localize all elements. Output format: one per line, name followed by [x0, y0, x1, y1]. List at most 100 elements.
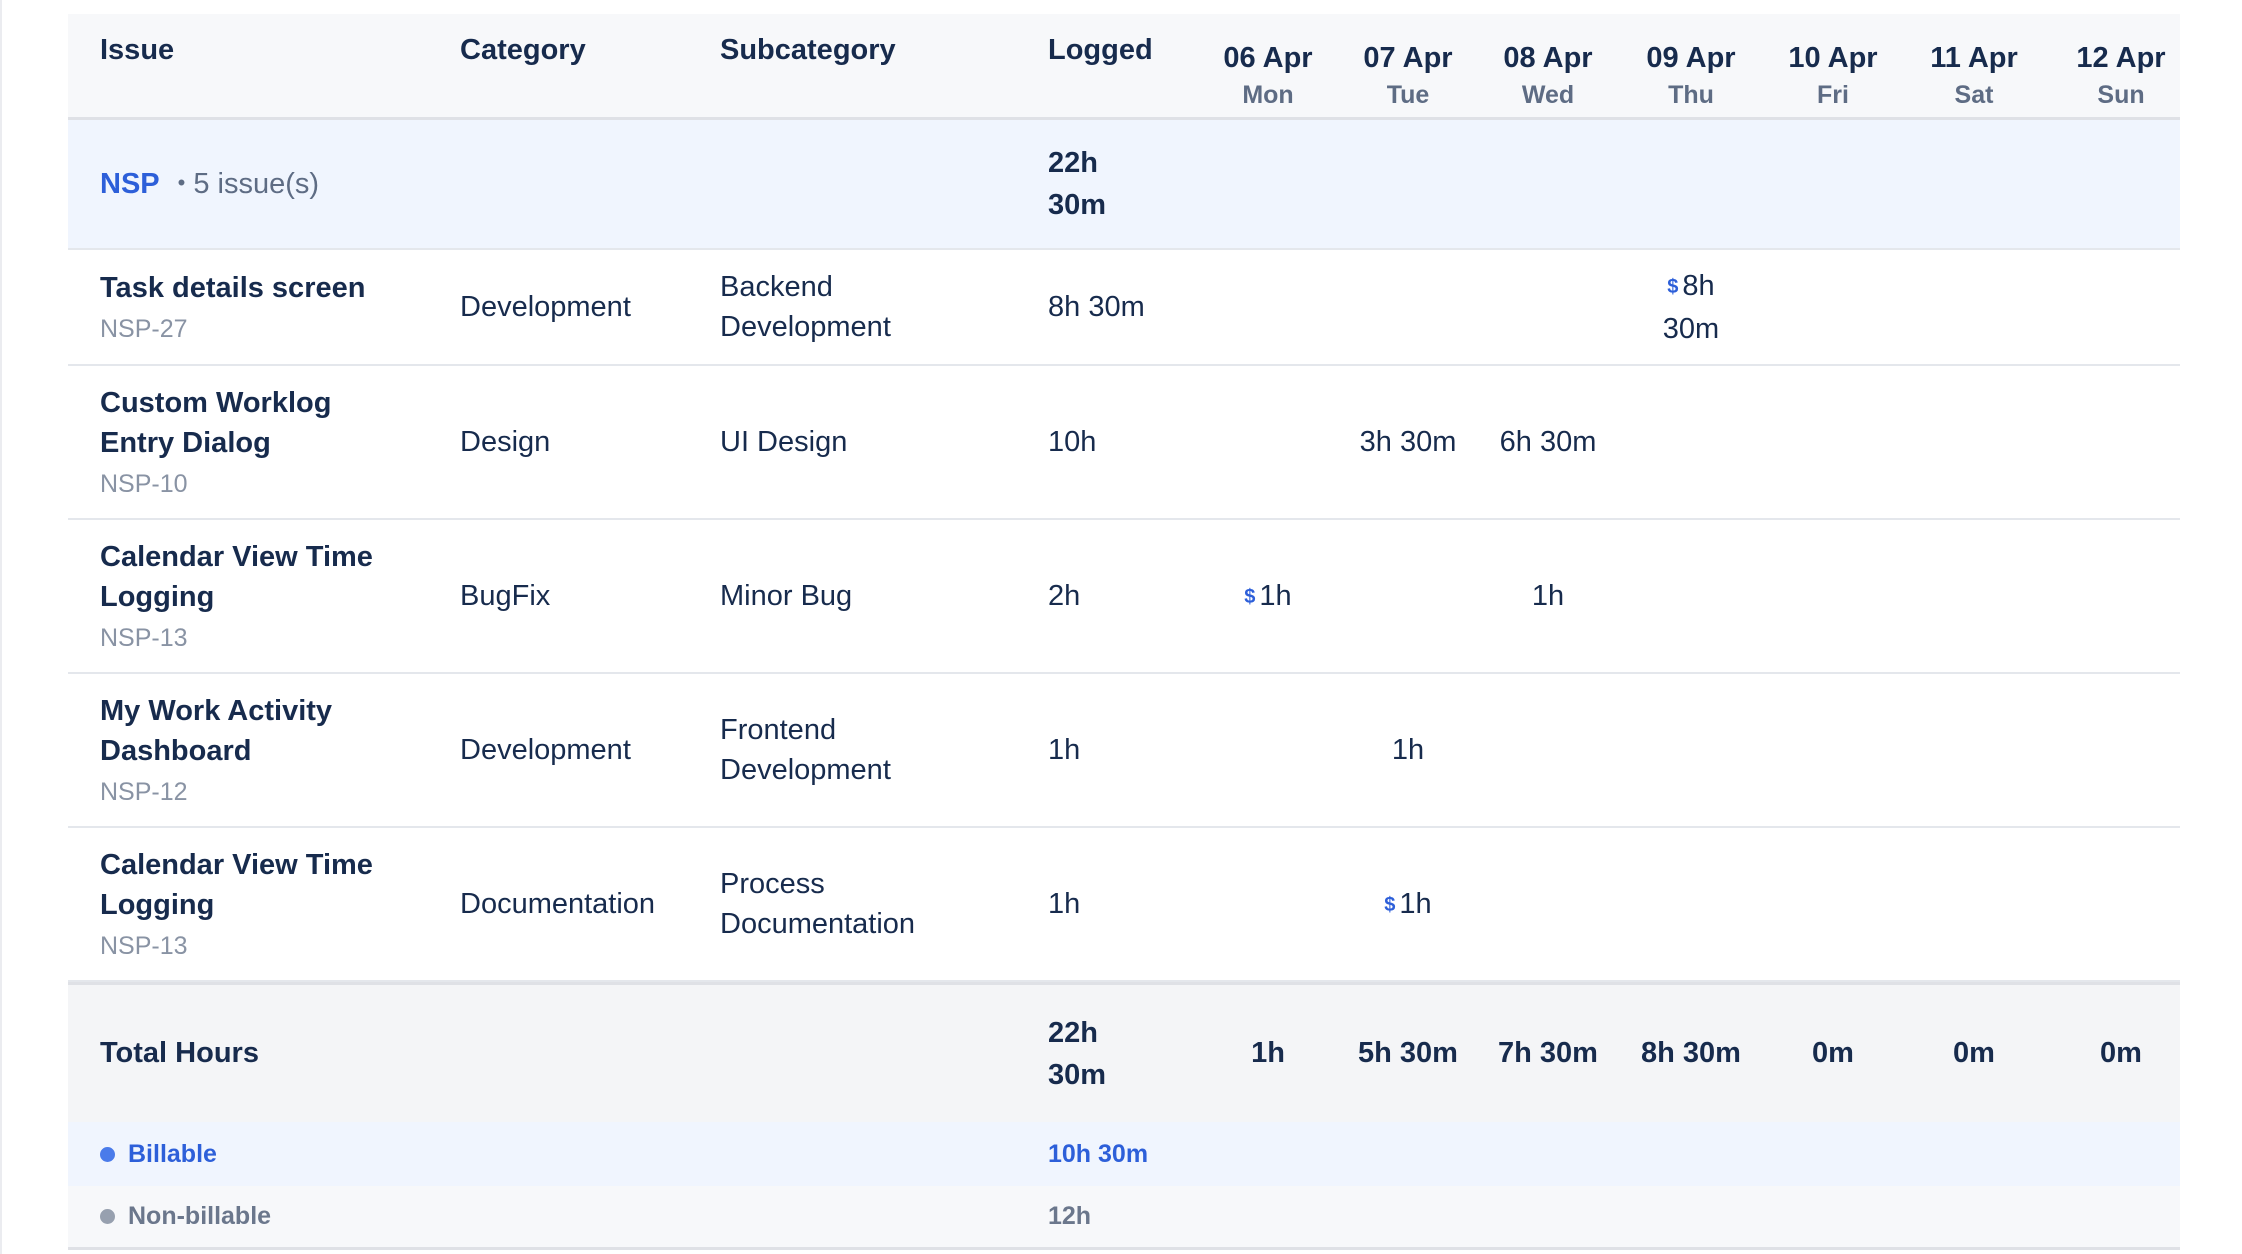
total-day-fri: 0m: [1812, 1037, 1854, 1069]
billable-dollar-icon: $: [1384, 893, 1396, 916]
group-logged: 22h 30m: [1048, 120, 1178, 248]
issue-cell: Calendar View Time Logging NSP-13: [100, 828, 440, 980]
nonbillable-summary-row: Non-billable 12h: [68, 1186, 2180, 1250]
header-issue[interactable]: Issue: [100, 34, 175, 66]
header-day-weekday: Fri: [1817, 80, 1849, 109]
group-label: NSP 5 issue(s): [100, 120, 440, 248]
worklog-wed[interactable]: 6h 30m: [1485, 366, 1611, 518]
worklog-entry: $1h: [1384, 883, 1431, 926]
nonbillable-value: 12h: [1048, 1202, 1092, 1230]
total-logged-value: 22h 30m: [1048, 1016, 1107, 1091]
header-day-mon: 06 Apr Mon: [1205, 14, 1331, 117]
issue-cell: Calendar View Time Logging NSP-13: [100, 520, 440, 672]
billable-value: 10h 30m: [1048, 1139, 1149, 1168]
total-day-mon: 1h: [1251, 1037, 1285, 1069]
logged-cell: 1h: [1048, 734, 1081, 766]
header-day-date: 11 Apr: [1930, 41, 2018, 74]
logged-cell: 10h: [1048, 426, 1097, 458]
header-logged[interactable]: Logged: [1048, 34, 1153, 66]
billable-dollar-icon: $: [1244, 585, 1256, 608]
worklog-hours: 3h 30m: [1359, 426, 1457, 458]
worklog-mon[interactable]: $1h: [1205, 520, 1331, 672]
nonbillable-label: Non-billable: [128, 1202, 272, 1230]
worklog-entry: $1h: [1244, 575, 1291, 618]
header-day-date: 10 Apr: [1788, 41, 1878, 74]
issue-key[interactable]: NSP-10: [100, 470, 188, 498]
worklog-entry: 3h 30m: [1360, 421, 1457, 463]
billable-dollar-icon: $: [1667, 275, 1679, 298]
issue-cell: My Work Activity Dashboard NSP-12: [100, 674, 440, 826]
category-cell: Documentation: [460, 888, 656, 920]
issue-row[interactable]: Custom Worklog Entry Dialog NSP-10 Design U…: [68, 366, 2180, 520]
category-cell: Development: [460, 734, 631, 766]
worklog-tue[interactable]: 3h 30m: [1345, 366, 1471, 518]
issue-key[interactable]: NSP-12: [100, 778, 188, 806]
issue-info: Custom Worklog Entry Dialog NSP-10: [100, 383, 390, 501]
subcategory-value: Minor Bug: [720, 580, 853, 612]
header-day-weekday: Sat: [1954, 80, 1994, 109]
header-day-weekday: Thu: [1668, 80, 1714, 109]
worklog-hours: 1h: [1391, 734, 1425, 766]
issue-title[interactable]: Task details screen: [100, 272, 366, 304]
issue-info: Calendar View Time Logging NSP-13: [100, 845, 390, 963]
worklog-tue[interactable]: $1h: [1345, 828, 1471, 980]
issue-row[interactable]: Task details screen NSP-27 Development Back…: [68, 250, 2180, 366]
category-cell: Design: [460, 426, 551, 458]
header-day-weekday: Sun: [2097, 80, 2145, 109]
subcategory-value: UI Design: [720, 426, 848, 458]
issue-key[interactable]: NSP-13: [100, 624, 188, 652]
issue-title[interactable]: Calendar View Time Logging: [100, 541, 373, 613]
header-day-wed: 08 Apr Wed: [1485, 14, 1611, 117]
issue-title[interactable]: Custom Worklog Entry Dialog: [100, 387, 332, 459]
header-subcategory[interactable]: Subcategory: [720, 34, 896, 66]
worklog-hours: 8h 30m: [1662, 269, 1720, 345]
subcategory-cell: Backend Development: [720, 250, 1020, 364]
header-day-tue: 07 Apr Tue: [1345, 14, 1471, 117]
worklog-wed[interactable]: 1h: [1485, 520, 1611, 672]
issue-title[interactable]: Calendar View Time Logging: [100, 849, 373, 921]
subcategory-cell: Minor Bug: [720, 520, 1020, 672]
issue-rows: Task details screen NSP-27 Development Back…: [68, 250, 2180, 982]
worklog-hours: 1h: [1259, 579, 1292, 612]
header-category[interactable]: Category: [460, 34, 586, 66]
issue-title[interactable]: My Work Activity Dashboard: [100, 695, 333, 767]
issue-row[interactable]: My Work Activity Dashboard NSP-12 Developm…: [68, 674, 2180, 828]
header-day-thu: 09 Apr Thu: [1628, 14, 1754, 117]
worklog-tue[interactable]: 1h: [1345, 674, 1471, 826]
worklog-entry: 6h 30m: [1500, 421, 1597, 463]
header-day-date: 08 Apr: [1503, 41, 1593, 74]
header-day-weekday: Wed: [1521, 80, 1575, 109]
worklog-entry: 1h: [1532, 575, 1564, 617]
issue-info: Task details screen NSP-27: [100, 268, 365, 346]
header-day-date: 06 Apr: [1223, 41, 1313, 74]
worklog-hours: 1h: [1531, 580, 1565, 612]
category-cell: Development: [460, 291, 631, 323]
subcategory-value: Process Documentation: [720, 868, 916, 940]
issue-info: My Work Activity Dashboard NSP-12: [100, 691, 390, 809]
issue-key[interactable]: NSP-13: [100, 932, 188, 960]
worklog-thu[interactable]: $8h 30m: [1628, 250, 1754, 364]
issue-row[interactable]: Calendar View Time Logging NSP-13 BugFix Mi…: [68, 520, 2180, 674]
group-project-key[interactable]: NSP: [100, 167, 160, 200]
subcategory-cell: Frontend Development: [720, 674, 1020, 826]
issue-row[interactable]: Calendar View Time Logging NSP-13 Document…: [68, 828, 2180, 982]
worklog-hours: 1h: [1399, 887, 1432, 920]
logged-cell: 8h 30m: [1048, 291, 1145, 323]
table-header: Issue Category Subcategory Logged 06 Apr…: [68, 14, 2180, 120]
logged-cell: 2h: [1048, 580, 1081, 612]
worklog-hours: 6h 30m: [1499, 426, 1597, 458]
total-label: Total Hours: [100, 1037, 259, 1069]
issue-key[interactable]: NSP-27: [100, 315, 188, 343]
header-day-weekday: Tue: [1386, 80, 1430, 109]
header-day-weekday: Mon: [1242, 80, 1294, 109]
header-day-date: 09 Apr: [1646, 41, 1736, 74]
nonbillable-legend: Non-billable: [100, 1186, 440, 1247]
issue-info: Calendar View Time Logging NSP-13: [100, 537, 390, 655]
category-cell: BugFix: [460, 580, 551, 612]
worklog-entry: 1h: [1392, 729, 1424, 771]
header-day-sat: 11 Apr Sat: [1911, 14, 2037, 117]
subcategory-cell: UI Design: [720, 366, 1020, 518]
subcategory-value: Frontend Development: [720, 714, 891, 786]
project-group-row[interactable]: NSP 5 issue(s) 22h 30m: [68, 120, 2180, 250]
